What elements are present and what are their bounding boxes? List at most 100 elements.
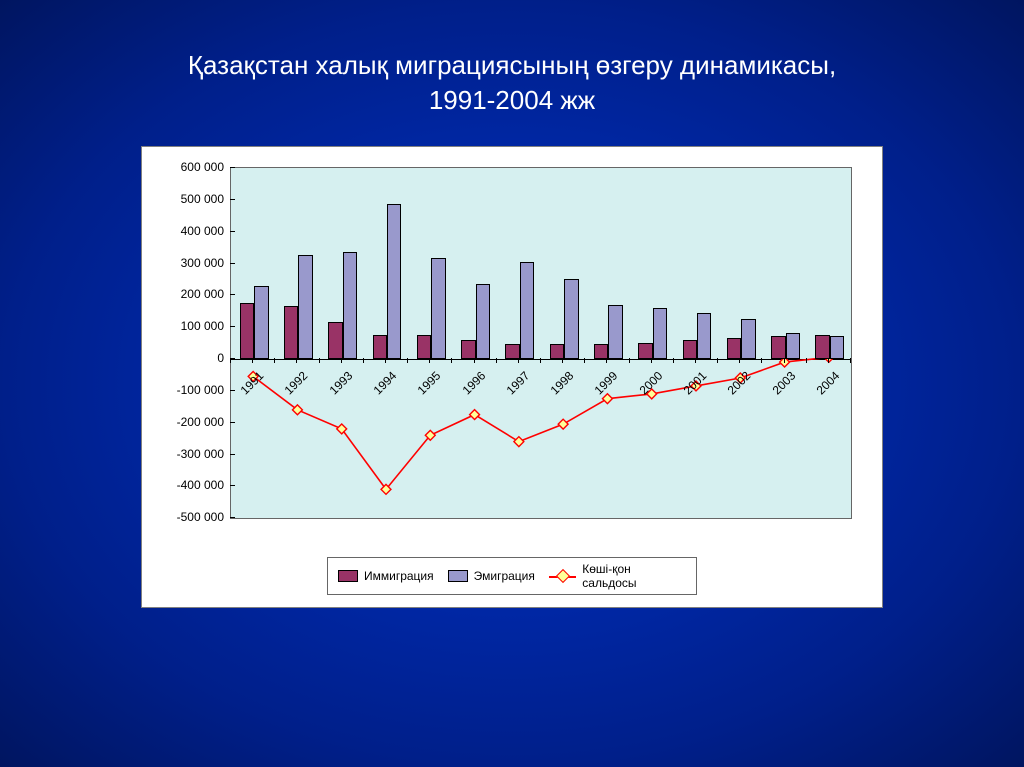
bar-emigration <box>653 308 667 359</box>
x-tick-mark <box>385 358 386 363</box>
bar-immigration <box>284 306 298 359</box>
balance-marker <box>602 394 612 404</box>
y-tick-mark <box>230 326 235 327</box>
y-tick-label: -500 000 <box>142 510 224 524</box>
y-tick-mark <box>230 167 235 168</box>
x-tick-mark <box>806 358 807 363</box>
y-tick-mark <box>230 454 235 455</box>
x-tick-mark <box>496 358 497 363</box>
balance-marker <box>292 405 302 415</box>
bar-emigration <box>830 336 844 359</box>
bar-emigration <box>608 305 622 360</box>
bar-immigration <box>594 344 608 359</box>
x-tick-mark <box>518 358 519 363</box>
bar-immigration <box>727 338 741 359</box>
bar-emigration <box>520 262 534 359</box>
bar-immigration <box>417 335 431 359</box>
bar-immigration <box>461 340 475 360</box>
bar-emigration <box>697 313 711 360</box>
y-tick-label: 200 000 <box>142 287 224 301</box>
y-tick-mark <box>230 517 235 518</box>
zero-axis-line <box>231 359 851 360</box>
balance-marker <box>470 410 480 420</box>
legend-label-immigration: Иммиграция <box>364 569 434 583</box>
legend: Иммиграция Эмиграция Көші-қон сальдосы <box>327 557 697 595</box>
x-tick-mark <box>474 358 475 363</box>
legend-item-emigration: Эмиграция <box>448 569 535 583</box>
slide-title: Қазақстан халық миграциясының өзгеру дин… <box>188 48 836 118</box>
bar-emigration <box>298 255 312 359</box>
y-tick-label: 300 000 <box>142 256 224 270</box>
x-tick-mark <box>629 358 630 363</box>
x-tick-mark <box>252 358 253 363</box>
y-tick-mark <box>230 390 235 391</box>
balance-marker <box>337 424 347 434</box>
x-tick-mark <box>584 358 585 363</box>
balance-marker <box>381 485 391 495</box>
y-tick-label: -300 000 <box>142 447 224 461</box>
legend-label-emigration: Эмиграция <box>474 569 535 583</box>
chart-frame: -500 000 -400 000 -300 000 -200 000 -100 000… <box>141 146 883 608</box>
x-tick-mark <box>651 358 652 363</box>
bar-immigration <box>240 303 254 359</box>
x-tick-mark <box>761 358 762 363</box>
balance-marker <box>558 419 568 429</box>
legend-swatch-emigration <box>448 570 468 582</box>
y-tick-label: 0 <box>142 351 224 365</box>
x-tick-mark <box>230 358 231 363</box>
y-tick-label: -200 000 <box>142 415 224 429</box>
x-tick-mark <box>540 358 541 363</box>
x-tick-mark <box>429 358 430 363</box>
x-tick-mark <box>739 358 740 363</box>
slide: Қазақстан халық миграциясының өзгеру дин… <box>0 0 1024 767</box>
title-line-1: Қазақстан халық миграциясының өзгеру дин… <box>188 50 836 80</box>
bar-emigration <box>254 286 268 360</box>
y-tick-mark <box>230 263 235 264</box>
legend-item-immigration: Иммиграция <box>338 569 434 583</box>
y-tick-mark <box>230 294 235 295</box>
legend-label-balance: Көші-қон сальдосы <box>582 562 686 590</box>
x-tick-mark <box>319 358 320 363</box>
legend-item-balance: Көші-қон сальдосы <box>549 562 686 590</box>
bar-emigration <box>431 258 445 359</box>
legend-marker-balance <box>549 570 576 582</box>
y-tick-mark <box>230 422 235 423</box>
plot-area <box>230 167 852 519</box>
bar-emigration <box>343 252 357 359</box>
y-tick-mark <box>230 485 235 486</box>
bar-immigration <box>328 322 342 359</box>
x-tick-mark <box>673 358 674 363</box>
balance-line-layer <box>231 168 851 518</box>
bar-emigration <box>786 333 800 359</box>
x-tick-mark <box>784 358 785 363</box>
bar-immigration <box>373 335 387 359</box>
x-tick-mark <box>451 358 452 363</box>
bar-emigration <box>741 319 755 359</box>
balance-marker <box>514 437 524 447</box>
legend-swatch-immigration <box>338 570 358 582</box>
x-tick-mark <box>606 358 607 363</box>
y-tick-label: 400 000 <box>142 224 224 238</box>
bar-immigration <box>638 343 652 359</box>
x-tick-mark <box>296 358 297 363</box>
bar-immigration <box>683 340 697 360</box>
bar-immigration <box>815 335 829 359</box>
balance-marker <box>425 431 435 441</box>
x-tick-mark <box>850 358 851 363</box>
y-tick-label: 100 000 <box>142 319 224 333</box>
bar-emigration <box>387 204 401 359</box>
y-tick-label: 500 000 <box>142 192 224 206</box>
x-tick-mark <box>363 358 364 363</box>
y-tick-label: -100 000 <box>142 383 224 397</box>
bar-emigration <box>476 284 490 359</box>
x-tick-mark <box>717 358 718 363</box>
x-tick-mark <box>828 358 829 363</box>
y-tick-label: 600 000 <box>142 160 224 174</box>
bar-immigration <box>550 344 564 359</box>
bar-emigration <box>564 279 578 359</box>
x-tick-mark <box>562 358 563 363</box>
y-tick-label: -400 000 <box>142 478 224 492</box>
x-tick-mark <box>341 358 342 363</box>
y-tick-mark <box>230 231 235 232</box>
title-line-2: 1991-2004 жж <box>429 85 595 115</box>
